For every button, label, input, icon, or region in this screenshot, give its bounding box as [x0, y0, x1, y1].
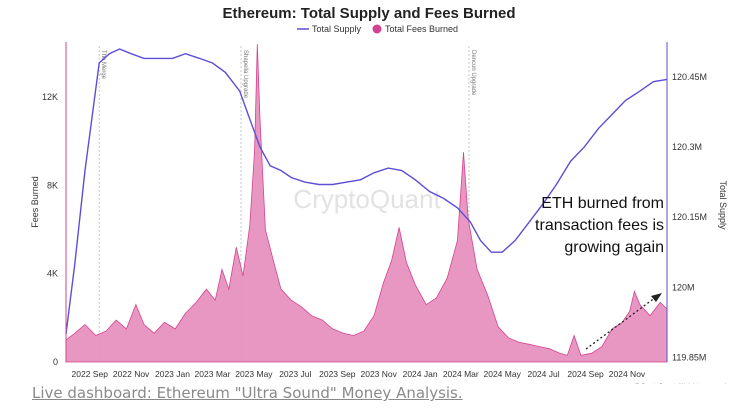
- y-right-tick-0: 119.85M: [672, 352, 706, 362]
- y-left-label: Fees Burned: [30, 176, 40, 228]
- annotation-line-2: growing again: [564, 239, 664, 256]
- y-right-tick-2: 120.15M: [672, 212, 707, 222]
- x-tick-8: 2024 Jan: [403, 369, 438, 379]
- x-tick-10: 2024 May: [483, 369, 521, 379]
- legend-supply-label: Total Supply: [312, 24, 362, 34]
- credit-text: © CryptoQuant. All rights reserved: [635, 383, 726, 384]
- event-label-0: The Merge: [100, 50, 106, 80]
- x-tick-5: 2023 Jul: [279, 369, 311, 379]
- event-label-1: Shapella Upgrade: [242, 50, 248, 99]
- fees-burned-area: [65, 44, 668, 363]
- chart: Ethereum: Total Supply and Fees Burned To…: [30, 5, 728, 384]
- y-left-tick-2: 8K: [47, 180, 58, 190]
- x-tick-1: 2022 Nov: [113, 369, 150, 379]
- x-tick-12: 2024 Sep: [567, 369, 604, 379]
- dashboard-link[interactable]: Live dashboard: Ethereum "Ultra Sound" M…: [32, 384, 463, 402]
- x-tick-9: 2024 Mar: [443, 369, 479, 379]
- x-tick-2: 2023 Jan: [155, 369, 190, 379]
- x-tick-3: 2023 Mar: [195, 369, 231, 379]
- y-right-tick-3: 120.3M: [672, 142, 702, 152]
- chart-title: Ethereum: Total Supply and Fees Burned: [222, 5, 515, 22]
- legend-fees-marker: [372, 24, 382, 34]
- y-left-tick-0: 0: [53, 357, 58, 367]
- y-right-tick-1: 120M: [672, 282, 695, 292]
- y-right-tick-4: 120.45M: [672, 72, 707, 82]
- event-label-2: Dencun Upgrade: [470, 50, 476, 96]
- annotation-line-1: transaction fees is: [535, 217, 664, 234]
- legend-fees-label: Total Fees Burned: [385, 24, 458, 34]
- y-left-tick-1: 4K: [47, 269, 58, 279]
- total-supply-line: [65, 48, 668, 335]
- watermark: CryptoQuant: [293, 184, 441, 214]
- annotation-line-0: ETH burned from: [541, 195, 664, 212]
- x-tick-11: 2024 Jul: [527, 369, 559, 379]
- annotation-arrow-head: [651, 293, 662, 302]
- x-tick-4: 2023 May: [235, 369, 273, 379]
- x-tick-7: 2023 Nov: [361, 369, 398, 379]
- x-tick-13: 2024 Nov: [609, 369, 646, 379]
- y-right-label: Total Supply: [718, 180, 728, 230]
- x-tick-0: 2022 Sep: [72, 369, 109, 379]
- x-tick-6: 2023 Sep: [319, 369, 356, 379]
- annotation-arrow-line: [585, 296, 657, 350]
- y-left-tick-3: 12K: [42, 92, 58, 102]
